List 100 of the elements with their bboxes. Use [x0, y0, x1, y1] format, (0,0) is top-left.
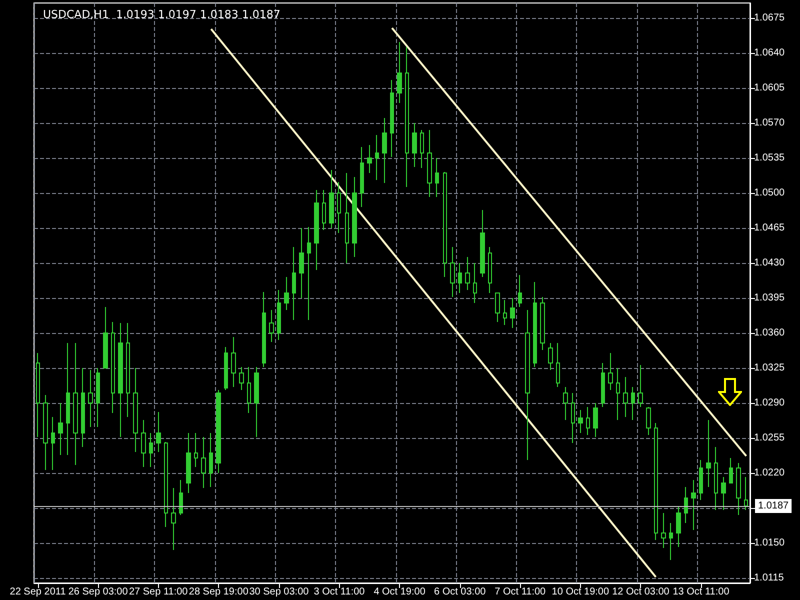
- candlestick: [450, 246, 455, 298]
- candlestick: [412, 122, 417, 168]
- candlestick: [563, 386, 568, 420]
- candlestick: [149, 432, 153, 468]
- candlestick: [540, 296, 545, 350]
- candlestick: [721, 476, 726, 510]
- candlestick: [691, 480, 696, 530]
- y-tick-label: 1.0675: [754, 12, 786, 24]
- candlestick: [427, 130, 432, 198]
- x-tick-label: 12 Oct 03:00: [612, 586, 670, 598]
- candlestick: [631, 386, 635, 420]
- x-tick-label: 28 Sep 19:00: [188, 586, 249, 598]
- candlestick: [156, 412, 161, 452]
- candlestick: [503, 300, 507, 326]
- y-tick-label: 1.0150: [754, 538, 786, 548]
- candlestick: [616, 368, 620, 420]
- candlestick: [488, 246, 492, 294]
- candlestick: [118, 322, 123, 438]
- candlestick: [209, 432, 213, 488]
- candlestick: [495, 292, 500, 322]
- candlestick: [405, 46, 409, 188]
- y-tick-label: 1.0290: [754, 398, 786, 408]
- candlestick: [443, 172, 447, 278]
- candlestick: [367, 144, 372, 174]
- y-tick-label: 1.0640: [754, 48, 786, 58]
- candlestick: [676, 506, 681, 548]
- chart-title: USDCAD,H1 1.0193 1.0197 1.0183 1.0187: [43, 8, 280, 21]
- candlestick: [345, 172, 349, 264]
- candlestick: [73, 342, 78, 466]
- candlestick: [58, 402, 63, 456]
- candlestick: [729, 458, 733, 484]
- candlestick: [36, 352, 40, 438]
- candlestick: [329, 170, 334, 228]
- candlestick: [736, 462, 741, 516]
- candlestick: [473, 262, 477, 304]
- candlestick: [247, 366, 251, 414]
- candlestick: [518, 274, 522, 308]
- candlestick: [216, 390, 221, 474]
- candlestick: [322, 190, 326, 230]
- candlestick: [141, 420, 146, 468]
- candlestick: [337, 182, 341, 234]
- candlestick: [269, 310, 274, 342]
- candlestick: [360, 146, 364, 208]
- candlestick: [81, 368, 85, 448]
- y-tick-label: 1.0115: [754, 572, 784, 584]
- candlestick: [277, 290, 281, 340]
- candlestick: [103, 306, 108, 368]
- candlestick: [480, 210, 485, 278]
- candlestick: [254, 366, 259, 438]
- x-tick-label: 27 Sep 11:00: [128, 586, 188, 598]
- candlestick: [171, 488, 176, 550]
- candlestick: [194, 432, 198, 468]
- x-tick-label: 7 Oct 11:00: [494, 586, 546, 598]
- candlestick: [623, 376, 628, 418]
- candlestick: [435, 158, 439, 198]
- candlestick: [352, 176, 357, 258]
- candlestick: [239, 366, 244, 390]
- candlestick: [601, 362, 605, 408]
- candlestick: [111, 322, 115, 414]
- candlestick: [284, 276, 289, 310]
- candlestick: [51, 416, 55, 470]
- y-tick-label: 1.0605: [754, 82, 786, 94]
- candlestick: [186, 432, 191, 494]
- candlestick: [307, 226, 311, 320]
- candlestick: [96, 368, 100, 428]
- candlestick: [510, 298, 515, 328]
- candlestick: [88, 370, 93, 428]
- y-tick-label: 1.0325: [754, 362, 786, 374]
- y-tick-label: 1.0360: [754, 328, 786, 338]
- candlestick: [299, 228, 304, 298]
- x-tick-label: 4 Oct 19:00: [374, 586, 426, 598]
- candlestick: [133, 368, 138, 452]
- candlestick: [714, 446, 718, 510]
- x-tick-label: 22 Sep 2011: [10, 586, 66, 598]
- candlestick: [126, 322, 130, 418]
- candlestick: [744, 476, 748, 510]
- candlestick: [375, 134, 379, 180]
- candlestick: [201, 436, 206, 488]
- candlestick: [593, 402, 598, 438]
- x-tick-label: 10 Oct 19:00: [552, 586, 610, 598]
- x-tick-label: 3 Oct 11:00: [314, 586, 366, 598]
- candlestick: [458, 262, 462, 294]
- y-tick-label: 1.0500: [754, 188, 786, 198]
- candlestick: [420, 130, 424, 168]
- candlestick: [43, 394, 48, 470]
- y-tick-label: 1.0570: [754, 118, 786, 128]
- candlestick: [654, 422, 658, 540]
- x-tick-label: 30 Sep 03:00: [249, 586, 310, 598]
- candlestick: [578, 410, 583, 434]
- y-tick-label: 1.0395: [754, 292, 786, 304]
- candlestick: [314, 190, 319, 270]
- y-tick-label: 1.0255: [754, 432, 786, 444]
- candlestick: [669, 522, 673, 560]
- candlestick: [548, 342, 553, 370]
- candlestick: [661, 512, 666, 548]
- candlestick: [706, 420, 711, 488]
- y-tick-label: 1.0465: [754, 222, 786, 234]
- candlestick: [586, 406, 590, 436]
- candlestick: [164, 442, 168, 528]
- candlestick: [608, 352, 613, 390]
